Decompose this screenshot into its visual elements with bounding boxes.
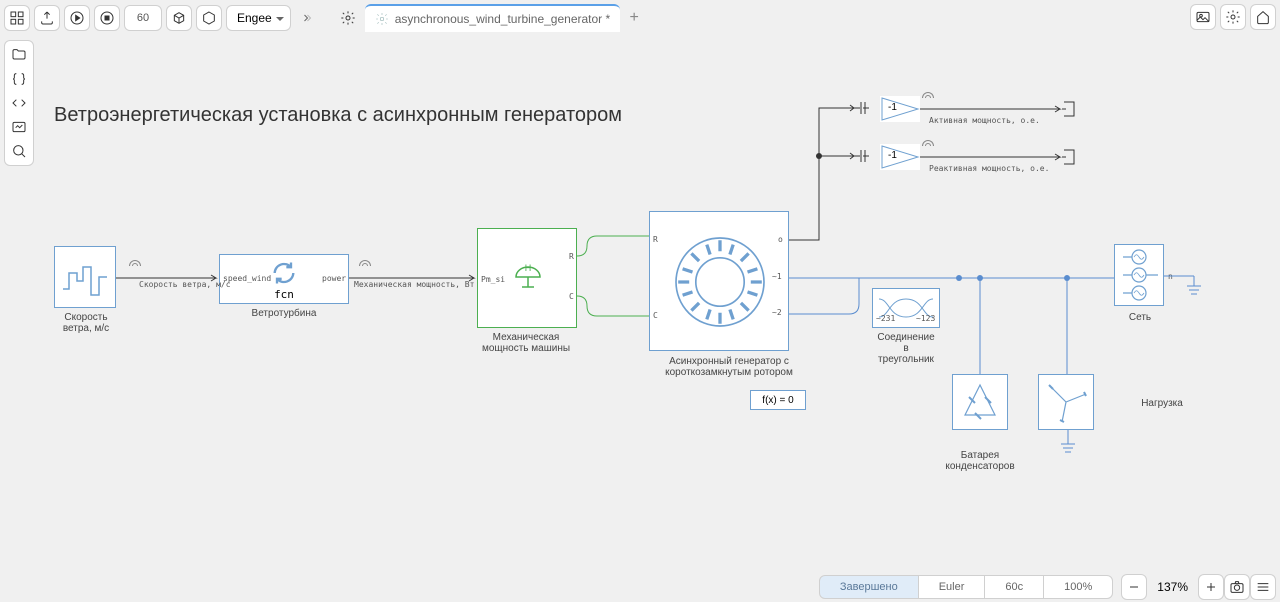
zoom-value: 137% (1151, 580, 1194, 594)
package-button[interactable] (166, 5, 192, 31)
scope-icon[interactable] (8, 116, 30, 138)
export-button[interactable] (34, 5, 60, 31)
signal-icon (55, 247, 115, 307)
cap-icon (953, 375, 1007, 429)
apps-button[interactable] (4, 5, 30, 31)
gen-n2-port: ~2 (772, 308, 782, 317)
c-port: C (569, 292, 574, 301)
search-icon[interactable] (8, 140, 30, 162)
diagram-title: Ветроэнергетическая установка с асинхрон… (54, 104, 622, 127)
grid-n: n (1168, 272, 1173, 281)
home-button[interactable] (1250, 4, 1276, 30)
status-bar: Завершено Euler 60с 100% 137% (0, 572, 1280, 602)
gain-icon (880, 144, 920, 170)
new-tab-button[interactable]: + (624, 8, 644, 28)
code-icon[interactable] (8, 92, 30, 114)
status-solver[interactable]: Euler (918, 575, 986, 599)
gain1-val: -1 (888, 102, 897, 113)
mechpower-label: Механическая мощность машины (466, 332, 586, 354)
block-fx[interactable]: f(x) = 0 (750, 390, 806, 410)
status-tstop[interactable]: 60с (984, 575, 1044, 599)
grid-icon (1115, 245, 1163, 305)
engine-dropdown[interactable]: Engee (226, 5, 291, 31)
r-port: R (569, 252, 574, 261)
block-gain2[interactable]: -1 (880, 144, 920, 170)
gain2-val: -1 (888, 150, 897, 161)
image-button[interactable] (1190, 4, 1216, 30)
zoom-out-button[interactable] (1121, 574, 1147, 600)
diagram-canvas[interactable]: Ветроэнергетическая установка с асинхрон… (34, 36, 1280, 570)
pm-port: Pm_si (481, 275, 505, 284)
gen-c-port: C (653, 311, 658, 320)
gain1-out-label: Активная мощность, о.е. (929, 116, 1040, 125)
windspeed-label: Скорость ветра, м/с (26, 312, 146, 334)
hex-button[interactable] (196, 5, 222, 31)
wifi-icon (359, 260, 369, 270)
block-capbank[interactable] (952, 374, 1008, 430)
wifi-icon (922, 92, 932, 102)
block-gain1[interactable]: -1 (880, 96, 920, 122)
fcn-label: fcn (220, 288, 348, 301)
mechpow-signal: Механическая мощность, Вт (354, 280, 474, 289)
asyncgen-label: Асинхронный генератор с короткозамкнутым… (659, 356, 799, 378)
wifi-icon (129, 260, 139, 270)
gain-icon (880, 96, 920, 122)
generator-icon (665, 227, 775, 337)
ground-icon (1184, 276, 1204, 300)
turbine-out-port: power (322, 274, 346, 283)
gain2-out-label: Реактивная мощность, о.е. (929, 164, 1049, 173)
block-asyncgen[interactable] (649, 211, 789, 351)
gen-r-port: R (653, 235, 658, 244)
gen-n1-port: ~1 (772, 272, 782, 281)
ground-icon (1058, 434, 1078, 458)
expand-chevron[interactable] (295, 5, 317, 31)
tab-settings-icon[interactable] (335, 5, 361, 31)
motor-icon: H (508, 255, 548, 295)
capbank-label: Батарея конденсаторов (920, 450, 1040, 472)
grid-label: Сеть (1080, 312, 1200, 323)
wifi-icon (922, 140, 932, 150)
sim-time-input[interactable]: 60 (124, 5, 162, 31)
d123: ~123 (916, 314, 935, 323)
settings-button[interactable] (1220, 4, 1246, 30)
camera-button[interactable] (1224, 574, 1250, 600)
run-button[interactable] (64, 5, 90, 31)
braces-icon[interactable] (8, 68, 30, 90)
status-progress: 100% (1043, 575, 1113, 599)
left-toolbar (4, 40, 34, 166)
turbine-label: Ветротурбина (224, 308, 344, 319)
terminator-icon (1062, 100, 1078, 118)
delta-label: Соединение в треугольник (846, 332, 966, 365)
stop-button[interactable] (94, 5, 120, 31)
load-label: Нагрузка (1102, 398, 1222, 409)
model-icon (375, 12, 389, 26)
zoom-in-button[interactable] (1198, 574, 1224, 600)
folder-icon[interactable] (8, 44, 30, 66)
tab-name: asynchronous_wind_turbine_generator * (395, 12, 610, 26)
layers-button[interactable] (1250, 574, 1276, 600)
terminator-icon (1062, 148, 1078, 166)
d231: ~231 (876, 314, 895, 323)
model-tab[interactable]: asynchronous_wind_turbine_generator * (365, 4, 620, 32)
refresh-icon (270, 259, 298, 287)
block-grid[interactable] (1114, 244, 1164, 306)
load-icon (1039, 375, 1093, 429)
block-windspeed[interactable] (54, 246, 116, 308)
status-state: Завершено (819, 575, 919, 599)
wspeed-signal: Скорость ветра, м/с (139, 280, 231, 289)
block-load[interactable] (1038, 374, 1094, 430)
svg-text:H: H (525, 263, 532, 273)
gen-o-port: o (778, 235, 783, 244)
